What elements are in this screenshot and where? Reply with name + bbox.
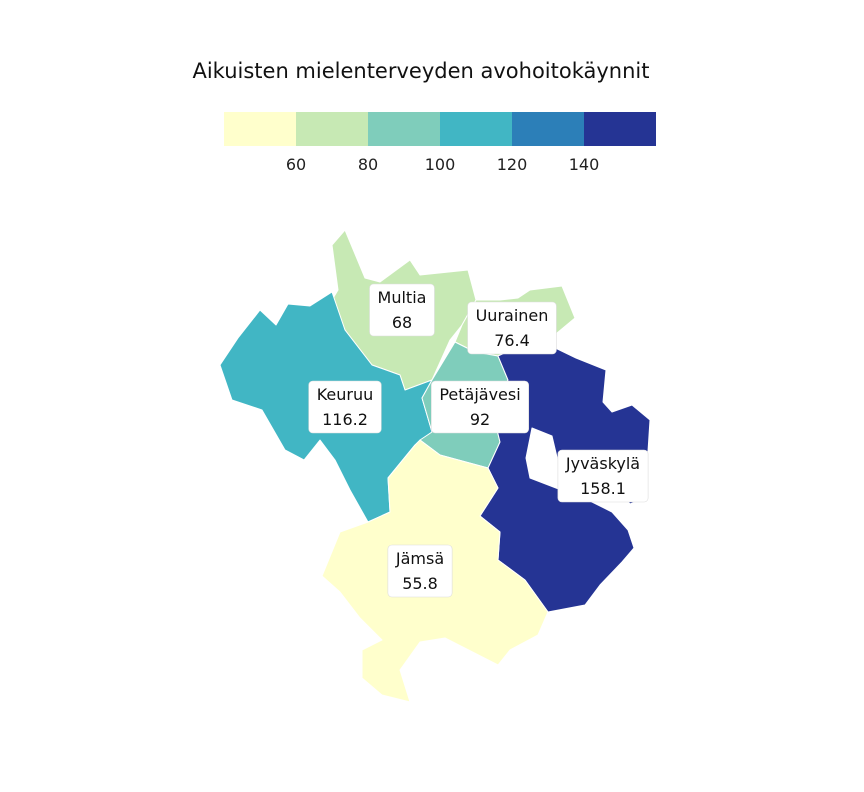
region-value-label: 76.4 <box>494 331 530 350</box>
legend-swatch-4 <box>512 112 584 146</box>
region-label: Jyväskylä 158.1 <box>557 449 649 503</box>
region-name-label: Petäjävesi <box>439 385 520 404</box>
legend-swatch-0 <box>224 112 296 146</box>
region-name-label: Jämsä <box>395 549 444 568</box>
region-label-box <box>369 283 435 337</box>
region-label-box <box>431 380 529 434</box>
region-name-label: Multia <box>378 288 427 307</box>
legend-tick-label: 140 <box>569 155 600 174</box>
legend-tick-label: 100 <box>425 155 456 174</box>
legend-swatch-1 <box>296 112 368 146</box>
region-name-label: Jyväskylä <box>565 454 640 473</box>
region-label: Uurainen 76.4 <box>467 301 557 355</box>
region-label: Jämsä 55.8 <box>387 544 453 598</box>
legend-swatch-5 <box>584 112 656 146</box>
legend-swatch-2 <box>368 112 440 146</box>
legend-tick-label: 60 <box>286 155 306 174</box>
region-label: Multia 68 <box>369 283 435 337</box>
region-value-label: 92 <box>470 410 490 429</box>
region-label: Petäjävesi 92 <box>431 380 529 434</box>
region-label: Keuruu 116.2 <box>308 380 382 434</box>
region-name-label: Uurainen <box>476 306 549 325</box>
region-labels: Multia 68 Uurainen 76.4 Keuruu 116.2 Petäjäves… <box>308 283 649 598</box>
region-value-label: 55.8 <box>402 574 438 593</box>
region-label-box <box>387 544 453 598</box>
legend-tick-label: 120 <box>497 155 528 174</box>
legend-swatch-3 <box>440 112 512 146</box>
region-name-label: Keuruu <box>317 385 374 404</box>
region-label-box <box>308 380 382 434</box>
region-value-label: 116.2 <box>322 410 368 429</box>
region-value-label: 68 <box>392 313 412 332</box>
region-value-label: 158.1 <box>580 479 626 498</box>
color-legend: 60 80 100 120 140 <box>224 112 656 174</box>
map-title: Aikuisten mielenterveyden avohoitokäynni… <box>192 59 649 83</box>
region-label-box <box>557 449 649 503</box>
region-label-box <box>467 301 557 355</box>
legend-tick-label: 80 <box>358 155 378 174</box>
